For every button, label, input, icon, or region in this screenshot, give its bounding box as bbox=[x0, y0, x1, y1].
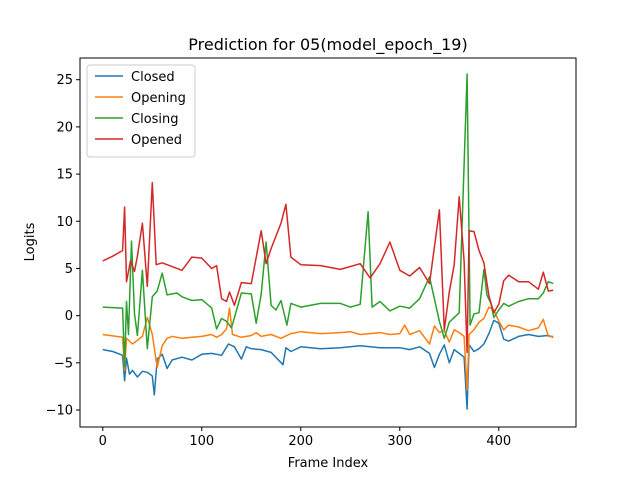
y-tick-label: 0 bbox=[65, 309, 73, 324]
x-axis-label: Frame Index bbox=[288, 456, 369, 471]
x-tick-label: 300 bbox=[387, 434, 412, 449]
series-layer bbox=[102, 73, 554, 410]
legend-label-opening: Opening bbox=[131, 91, 186, 106]
legend-label-closing: Closing bbox=[131, 112, 179, 127]
y-axis: −10 −5 0 5 10 15 20 25 bbox=[46, 73, 80, 419]
y-axis-label: Logits bbox=[23, 222, 38, 261]
y-tick-label: 25 bbox=[56, 73, 73, 88]
series-line-opened bbox=[102, 181, 554, 354]
y-tick-label: 20 bbox=[56, 120, 73, 135]
series-line-closing bbox=[102, 73, 554, 368]
legend: Closed Opening Closing Opened bbox=[86, 64, 196, 158]
legend-box bbox=[86, 64, 196, 158]
y-tick-label: 15 bbox=[56, 168, 73, 183]
legend-label-opened: Opened bbox=[131, 133, 182, 148]
series-line-closed bbox=[102, 319, 554, 410]
x-tick-label: 0 bbox=[99, 434, 107, 449]
y-tick-label: −5 bbox=[54, 356, 73, 371]
x-axis: 0 100 200 300 400 bbox=[99, 427, 511, 449]
x-tick-label: 200 bbox=[288, 434, 313, 449]
y-tick-label: 5 bbox=[65, 262, 73, 277]
legend-label-closed: Closed bbox=[131, 70, 175, 85]
chart-title: Prediction for 05(model_epoch_19) bbox=[188, 35, 467, 55]
x-tick-label: 400 bbox=[486, 434, 511, 449]
y-tick-label: 10 bbox=[56, 215, 73, 230]
plot-frame bbox=[79, 57, 577, 428]
y-tick-label: −10 bbox=[46, 404, 73, 419]
series-line-opening bbox=[102, 306, 554, 391]
x-tick-label: 100 bbox=[189, 434, 214, 449]
